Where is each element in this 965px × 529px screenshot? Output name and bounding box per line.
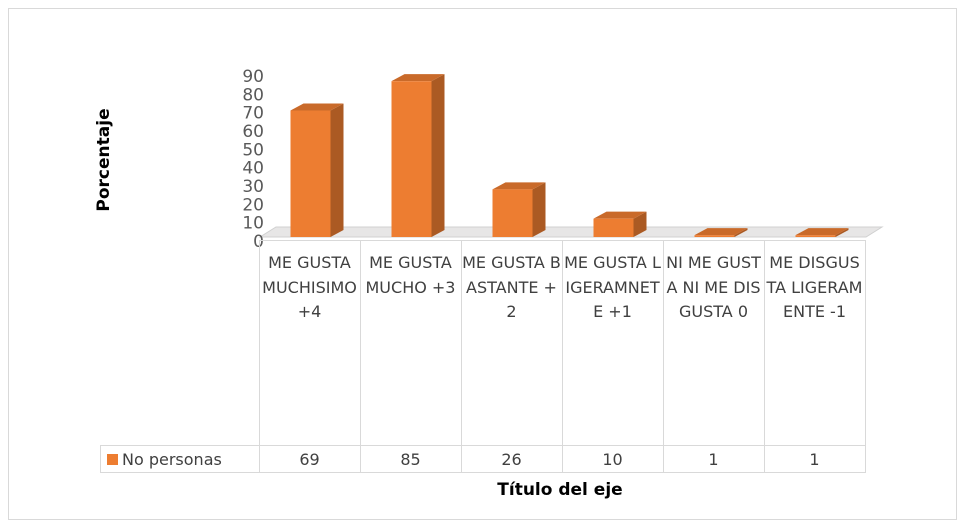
bar <box>391 74 445 238</box>
value-cell: 26 <box>460 445 563 473</box>
bar-front <box>795 235 836 237</box>
data-table: ME GUSTA MUCHISIMO +4 ME GUSTA MUCHO +3 ME… <box>100 240 866 473</box>
y-tick-label: 10 <box>242 214 264 234</box>
bar-side <box>431 74 445 238</box>
value-row: No personas 69 85 26 10 1 1 <box>100 445 866 473</box>
bar-top <box>795 228 849 236</box>
y-axis-title: Porcentaje <box>94 108 114 211</box>
value-cell: 69 <box>258 445 361 473</box>
bar <box>795 228 849 237</box>
floor <box>258 226 884 238</box>
bar-side <box>633 211 647 237</box>
value-cell: 1 <box>662 445 765 473</box>
bar-top <box>492 182 546 190</box>
bar-side <box>835 228 849 237</box>
category-cell: ME GUSTA MUCHO +3 <box>359 240 462 446</box>
category-row: ME GUSTA MUCHISIMO +4 ME GUSTA MUCHO +3 ME… <box>100 240 866 446</box>
bar-front <box>593 218 634 237</box>
y-tick-label: 60 <box>242 122 264 142</box>
y-tick-label: 70 <box>242 104 264 124</box>
blank-cell <box>100 240 260 446</box>
category-cell: ME GUSTA BASTANTE +2 <box>460 240 563 446</box>
bar <box>593 211 647 237</box>
legend-swatch <box>107 453 118 465</box>
bar <box>492 182 546 237</box>
bar-top <box>593 211 647 219</box>
y-tick-label: 40 <box>242 159 264 179</box>
bar-side <box>330 103 344 237</box>
bar-top <box>391 74 445 82</box>
value-cell: 85 <box>359 445 462 473</box>
y-tick-label: 30 <box>242 177 264 197</box>
value-cell: 1 <box>763 445 866 473</box>
y-tick-label: 80 <box>242 85 264 105</box>
category-cell: ME DISGUSTA LIGERAMENTE -1 <box>763 240 866 446</box>
bar-top <box>290 103 344 111</box>
category-cell: ME GUSTA LIGERAMNETE +1 <box>561 240 664 446</box>
bar-side <box>532 182 546 237</box>
legend-cell: No personas <box>100 445 260 473</box>
bar-side <box>734 228 748 237</box>
y-tick-label: 90 <box>242 67 264 87</box>
bar <box>290 103 344 237</box>
bar <box>694 228 748 237</box>
bar-front <box>492 189 533 237</box>
bar-front <box>391 81 432 238</box>
bar-front <box>694 235 735 237</box>
bar-top <box>694 228 748 236</box>
category-cell: ME GUSTA MUCHISIMO +4 <box>258 240 361 446</box>
x-axis-title: Título del eje <box>497 480 622 500</box>
value-cell: 10 <box>561 445 664 473</box>
y-tick-label: 50 <box>242 140 264 160</box>
legend-label: No personas <box>122 449 222 469</box>
bar-front <box>290 110 331 237</box>
y-tick-label: 20 <box>242 195 264 215</box>
category-cell: NI ME GUSTA NI ME DISGUSTA 0 <box>662 240 765 446</box>
